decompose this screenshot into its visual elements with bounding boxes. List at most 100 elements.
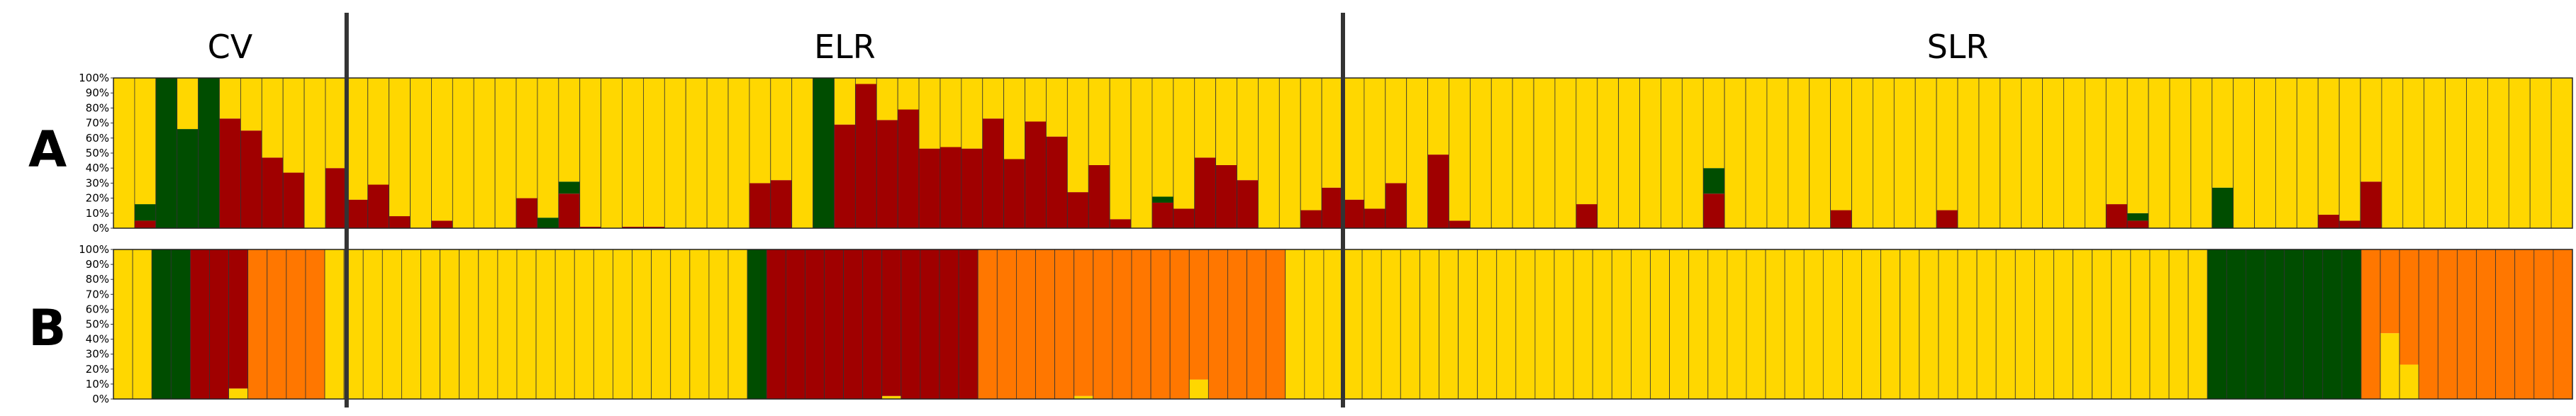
bar-segment-yellow xyxy=(2073,249,2092,399)
panel-b-chart: 0% 10% 20% 30% 40% 50% 60% 70% 80% 90% 100% xyxy=(79,243,2573,405)
group-labels: CV ELR SLR xyxy=(208,28,1989,66)
bar-segment-orange xyxy=(1131,249,1152,399)
bar-segment-yellow xyxy=(1237,78,1259,181)
bar-segment-green xyxy=(177,129,199,228)
bar-segment-red xyxy=(770,180,792,228)
bar-segment-yellow xyxy=(834,78,856,125)
bar-segment-yellow xyxy=(2254,78,2276,228)
panel-letter-a: A xyxy=(28,120,67,179)
bar-segment-red xyxy=(622,226,644,228)
bar-segment-red xyxy=(1110,219,1132,228)
bar-segment-yellow xyxy=(2466,78,2488,228)
bar-segment-red xyxy=(643,226,665,228)
bar-segment-yellow xyxy=(1894,78,1916,228)
bar-segment-yellow xyxy=(579,78,601,227)
bar-segment-yellow xyxy=(555,249,575,399)
bar-segment-red xyxy=(558,193,580,228)
bar-segment-yellow xyxy=(1639,78,1661,228)
y-tick-label: 60% xyxy=(86,132,109,145)
bar-segment-yellow xyxy=(2034,249,2054,399)
bar-segment-red xyxy=(1449,220,1471,228)
bar-segment-green xyxy=(2322,249,2342,399)
bar-segment-yellow xyxy=(537,78,559,218)
panel-letter-b: B xyxy=(28,299,66,357)
bar-segment-yellow xyxy=(855,78,877,84)
bar-segment-yellow xyxy=(1936,78,1958,210)
bar-segment-yellow xyxy=(2399,364,2419,399)
bar-segment-red xyxy=(766,249,786,399)
bar-segment-yellow xyxy=(664,78,686,228)
y-tick-label: 50% xyxy=(86,318,109,331)
bar-segment-red xyxy=(1237,180,1259,228)
group-dividers xyxy=(344,13,1345,407)
bar-segment-yellow xyxy=(632,249,652,399)
y-tick-label: 100% xyxy=(79,72,109,84)
bar-segment-orange xyxy=(1093,249,1113,399)
y-tick-label: 30% xyxy=(86,348,109,361)
bar-segment-red xyxy=(1322,187,1343,228)
bar-segment-red xyxy=(1067,192,1089,228)
bar-segment-yellow xyxy=(643,78,665,227)
bar-segment-orange xyxy=(1074,249,1093,396)
bar-segment-yellow xyxy=(2381,78,2403,228)
bar-segment-yellow xyxy=(708,249,728,399)
bar-segment-red xyxy=(2106,204,2128,228)
bar-segment-yellow xyxy=(1573,249,1593,399)
bar-segment-yellow xyxy=(1851,78,1873,228)
bar-segment-yellow xyxy=(228,388,248,399)
y-tick-label: 80% xyxy=(86,101,109,114)
bar-segment-red xyxy=(1576,204,1598,228)
bar-segment-yellow xyxy=(1362,249,1382,399)
bar-segment-yellow xyxy=(1515,249,1535,399)
bar-segment-yellow xyxy=(382,249,402,399)
bar-segment-orange xyxy=(1189,249,1209,380)
bar-segment-yellow xyxy=(2085,78,2107,228)
bar-segment-orange xyxy=(305,249,325,399)
bar-segment-yellow xyxy=(1724,78,1746,228)
y-tick-label: 100% xyxy=(79,243,109,256)
bar-segment-red xyxy=(939,249,959,399)
bar-segment-yellow xyxy=(1900,249,1919,399)
bar-segment-yellow xyxy=(1427,78,1449,155)
bar-segment-yellow xyxy=(240,78,262,131)
bar-segment-yellow xyxy=(982,78,1004,119)
bar-segment-yellow xyxy=(1688,249,1708,399)
bar-segment-yellow xyxy=(1958,78,1979,228)
bar-segment-yellow xyxy=(1512,78,1534,228)
bar-segment-yellow xyxy=(304,78,325,228)
bar-segment-red xyxy=(1194,157,1216,228)
bar-segment-red xyxy=(134,220,156,228)
bar-segment-yellow xyxy=(876,78,898,120)
bar-segment-yellow xyxy=(1727,249,1746,399)
bar-segment-red xyxy=(901,249,920,399)
bar-segment-yellow xyxy=(1618,78,1640,228)
bar-segment-yellow xyxy=(2149,249,2170,399)
y-tick-label: 40% xyxy=(86,162,109,174)
bar-segment-yellow xyxy=(670,249,690,399)
bar-segment-yellow xyxy=(1788,78,1810,228)
bar-segment-yellow xyxy=(1707,249,1727,399)
bar-segment-orange xyxy=(1266,249,1286,399)
bar-segment-yellow xyxy=(2053,249,2073,399)
bar-segment-green xyxy=(2207,249,2227,399)
bar-segment-orange xyxy=(267,249,286,399)
y-tick-label: 0% xyxy=(92,222,109,235)
bar-segment-green xyxy=(2284,249,2304,399)
bar-segment-orange xyxy=(2495,249,2515,399)
bar-segment-yellow xyxy=(2063,78,2085,228)
bar-segment-yellow xyxy=(1110,78,1132,220)
bar-segment-yellow xyxy=(325,249,345,399)
bar-segment-yellow xyxy=(1804,249,1824,399)
bar-segment-red xyxy=(240,130,262,228)
bar-segment-yellow xyxy=(1406,78,1428,228)
bar-segment-yellow xyxy=(1703,78,1725,169)
bar-segment-yellow xyxy=(961,78,983,149)
y-tick-label: 70% xyxy=(86,288,109,300)
bar-segment-red xyxy=(219,118,241,228)
bar-segment-yellow xyxy=(1067,78,1089,193)
bar-segment-yellow xyxy=(686,78,708,228)
bar-segment-yellow xyxy=(2021,78,2043,228)
bar-segment-yellow xyxy=(1003,78,1025,159)
bar-segment-yellow xyxy=(1977,249,1997,399)
bar-segment-yellow xyxy=(881,395,901,399)
